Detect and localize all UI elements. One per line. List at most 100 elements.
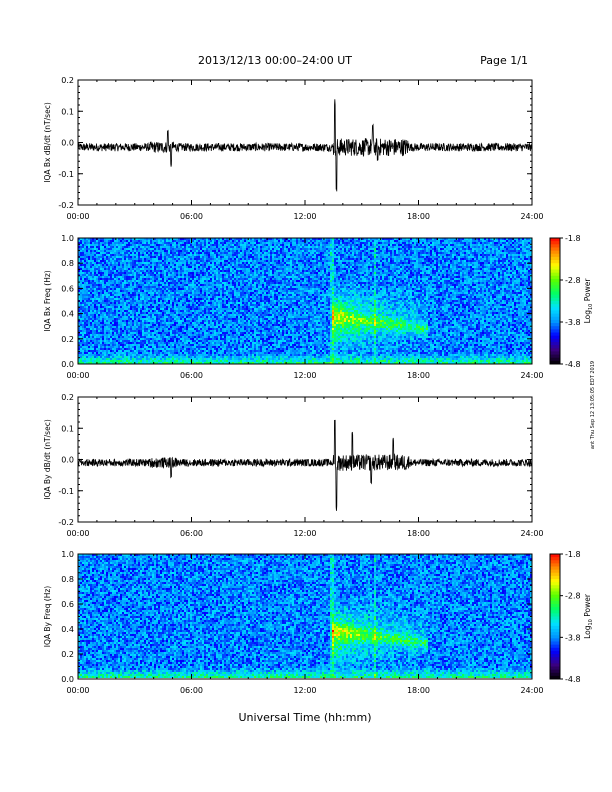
heatmap-cell [94, 260, 96, 262]
heatmap-cell [462, 246, 464, 248]
heatmap-cell [248, 274, 250, 276]
heatmap-cell [236, 242, 238, 244]
heatmap-cell [198, 242, 200, 244]
heatmap-cell [170, 260, 172, 262]
heatmap-cell [286, 260, 288, 262]
heatmap-cell [396, 240, 398, 242]
heatmap-cell [338, 262, 340, 264]
heatmap-cell [140, 254, 142, 256]
heatmap-cell [268, 278, 270, 280]
heatmap-cell [148, 256, 150, 258]
heatmap-cell [210, 258, 212, 260]
heatmap-cell [288, 242, 290, 244]
heatmap-cell [484, 242, 486, 244]
heatmap-cell [274, 248, 276, 250]
heatmap-cell [186, 270, 188, 272]
heatmap-cell [376, 256, 378, 258]
heatmap-cell [504, 270, 506, 272]
heatmap-cell [514, 246, 516, 248]
heatmap-cell [144, 278, 146, 280]
heatmap-cell [254, 248, 256, 250]
heatmap-cell [198, 268, 200, 270]
heatmap-cell [372, 254, 374, 256]
heatmap-cell [364, 240, 366, 242]
heatmap-cell [182, 264, 184, 266]
heatmap-cell [330, 242, 332, 244]
heatmap-cell [358, 278, 360, 280]
heatmap-cell [118, 268, 120, 270]
heatmap-cell [436, 248, 438, 250]
heatmap-cell [160, 240, 162, 242]
heatmap-cell [404, 244, 406, 246]
heatmap-cell [222, 278, 224, 280]
heatmap-cell [102, 256, 104, 258]
heatmap-cell [476, 242, 478, 244]
heatmap-cell [304, 264, 306, 266]
heatmap-cell [262, 266, 264, 268]
heatmap-cell [88, 278, 90, 280]
heatmap-cell [510, 240, 512, 242]
heatmap-cell [88, 270, 90, 272]
heatmap-cell [428, 256, 430, 258]
heatmap-cell [208, 240, 210, 242]
heatmap-cell [208, 276, 210, 278]
heatmap-cell [108, 270, 110, 272]
heatmap-cell [168, 276, 170, 278]
heatmap-cell [400, 260, 402, 262]
heatmap-cell [94, 262, 96, 264]
heatmap-cell [88, 246, 90, 248]
heatmap-cell [374, 240, 376, 242]
heatmap-cell [166, 246, 168, 248]
heatmap-cell [330, 278, 332, 280]
heatmap-cell [266, 274, 268, 276]
heatmap-cell [466, 254, 468, 256]
heatmap-cell [306, 256, 308, 258]
heatmap-cell [304, 266, 306, 268]
heatmap-cell [262, 246, 264, 248]
heatmap-cell [238, 258, 240, 260]
heatmap-cell [240, 264, 242, 266]
heatmap-cell [514, 270, 516, 272]
heatmap-cell [364, 264, 366, 266]
heatmap-cell [144, 240, 146, 242]
heatmap-cell [80, 244, 82, 246]
heatmap-cell [232, 264, 234, 266]
heatmap-cell [110, 240, 112, 242]
heatmap-cell [402, 248, 404, 250]
heatmap-cell [468, 256, 470, 258]
y-tick-label: -0.2 [58, 201, 74, 210]
heatmap-cell [98, 246, 100, 248]
heatmap-cell [166, 258, 168, 260]
heatmap-cell [306, 274, 308, 276]
heatmap-cell [100, 278, 102, 280]
heatmap-cell [242, 248, 244, 250]
heatmap-cell [196, 246, 198, 248]
heatmap-cell [98, 270, 100, 272]
heatmap-cell [468, 248, 470, 250]
heatmap-cell [136, 254, 138, 256]
heatmap-cell [246, 254, 248, 256]
heatmap-cell [110, 244, 112, 246]
heatmap-cell [176, 266, 178, 268]
heatmap-cell [156, 270, 158, 272]
heatmap-cell [302, 268, 304, 270]
heatmap-cell [128, 262, 130, 264]
heatmap-cell [496, 240, 498, 242]
heatmap-cell [96, 264, 98, 266]
heatmap-cell [176, 260, 178, 262]
heatmap-cell [442, 246, 444, 248]
heatmap-cell [506, 250, 508, 252]
heatmap-cell [342, 264, 344, 266]
heatmap-cell [212, 244, 214, 246]
heatmap-cell [366, 272, 368, 274]
heatmap-cell [430, 262, 432, 264]
heatmap-cell [84, 246, 86, 248]
heatmap-cell [456, 242, 458, 244]
heatmap-cell [476, 252, 478, 254]
heatmap-cell [140, 266, 142, 268]
heatmap-cell [348, 264, 350, 266]
heatmap-cell [110, 268, 112, 270]
heatmap-cell [372, 272, 374, 274]
heatmap-cell [272, 276, 274, 278]
heatmap-cell [362, 278, 364, 280]
